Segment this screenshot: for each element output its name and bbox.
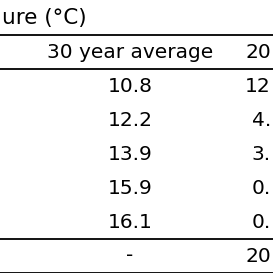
Text: 3.: 3. (252, 144, 271, 164)
Text: 30 year average: 30 year average (47, 43, 213, 61)
Text: 15.9: 15.9 (108, 179, 152, 197)
Text: 20: 20 (245, 43, 271, 61)
Text: 12: 12 (245, 76, 271, 96)
Text: 13.9: 13.9 (108, 144, 152, 164)
Text: -: - (126, 247, 133, 266)
Text: 10.8: 10.8 (108, 76, 153, 96)
Text: ure (°C): ure (°C) (2, 8, 87, 28)
Text: 16.1: 16.1 (108, 212, 152, 232)
Text: 0.: 0. (252, 212, 271, 232)
Text: 12.2: 12.2 (108, 111, 153, 129)
Text: 4.: 4. (252, 111, 271, 129)
Text: 0.: 0. (252, 179, 271, 197)
Text: 20: 20 (245, 247, 271, 266)
